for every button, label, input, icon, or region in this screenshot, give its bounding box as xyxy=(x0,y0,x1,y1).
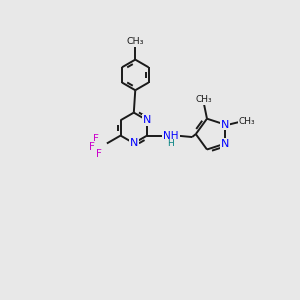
Text: F: F xyxy=(89,142,95,152)
Text: CH₃: CH₃ xyxy=(238,117,255,126)
Text: N: N xyxy=(221,120,229,130)
Text: N: N xyxy=(130,138,138,148)
Text: CH₃: CH₃ xyxy=(196,95,212,104)
Text: CH₃: CH₃ xyxy=(127,37,144,46)
Text: H: H xyxy=(167,139,174,148)
Text: F: F xyxy=(93,134,99,144)
Text: N: N xyxy=(221,139,229,148)
Text: F: F xyxy=(96,149,102,159)
Text: NH: NH xyxy=(163,130,179,141)
Text: N: N xyxy=(143,115,151,125)
